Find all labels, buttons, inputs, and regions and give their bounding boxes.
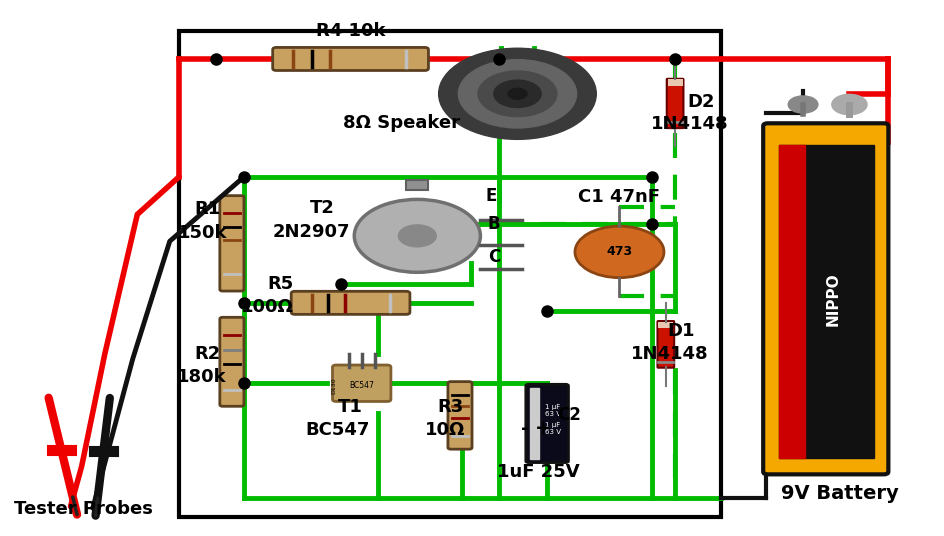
Text: R1: R1 [194,200,221,218]
FancyBboxPatch shape [666,79,683,128]
Circle shape [439,48,597,139]
Circle shape [398,225,436,247]
Circle shape [354,199,480,272]
Text: 8Ω Speaker: 8Ω Speaker [343,114,460,132]
FancyBboxPatch shape [273,48,429,70]
Text: R4 10k: R4 10k [316,22,385,40]
Text: 180k: 180k [177,368,227,386]
Circle shape [478,71,557,117]
Text: T2: T2 [311,199,335,217]
Circle shape [832,94,867,115]
Text: T1: T1 [338,398,363,416]
Bar [179,31,721,517]
Text: D130: D130 [331,377,336,394]
Text: BC547: BC547 [306,421,370,440]
Text: 100Ω: 100Ω [241,297,294,316]
Bar [530,388,539,459]
Text: R3: R3 [438,398,464,416]
Circle shape [575,226,664,278]
Text: R5: R5 [267,275,294,293]
Text: 1 µF
63 V: 1 µF 63 V [545,422,561,435]
Text: 150k: 150k [177,224,227,242]
Circle shape [508,88,527,99]
Text: -: - [521,419,529,438]
Text: D1: D1 [666,322,695,340]
Text: C1 47nF: C1 47nF [579,188,661,206]
FancyBboxPatch shape [667,79,683,86]
FancyBboxPatch shape [220,317,244,406]
Text: C2: C2 [558,406,582,425]
Bar [779,145,805,458]
Text: 473: 473 [606,245,632,258]
FancyBboxPatch shape [292,292,410,314]
Text: R2: R2 [194,345,221,363]
Text: D2: D2 [687,93,715,111]
FancyBboxPatch shape [763,123,888,474]
Text: 1N4148: 1N4148 [651,115,729,133]
Text: 1uF 25V: 1uF 25V [497,463,580,481]
FancyBboxPatch shape [447,382,472,449]
Text: C: C [488,248,500,266]
FancyBboxPatch shape [332,365,391,401]
Text: 10Ω: 10Ω [425,421,465,440]
FancyBboxPatch shape [406,180,429,190]
Text: 9V Battery: 9V Battery [782,483,899,503]
Circle shape [494,80,541,107]
Text: BC547: BC547 [349,382,374,390]
FancyBboxPatch shape [658,322,673,328]
Text: 1 µF
63 V: 1 µF 63 V [545,404,561,416]
Text: 2N2907: 2N2907 [273,222,350,241]
Bar [779,145,874,458]
Text: +: + [535,419,551,438]
Circle shape [459,59,577,128]
Text: 1N4148: 1N4148 [631,345,708,363]
Text: Tester Probes: Tester Probes [14,500,153,518]
FancyBboxPatch shape [220,196,244,291]
FancyBboxPatch shape [526,384,568,463]
Text: E: E [486,187,497,205]
Text: B: B [488,215,500,233]
FancyBboxPatch shape [657,321,674,368]
Text: NIPPO: NIPPO [826,272,841,326]
Circle shape [788,96,818,113]
